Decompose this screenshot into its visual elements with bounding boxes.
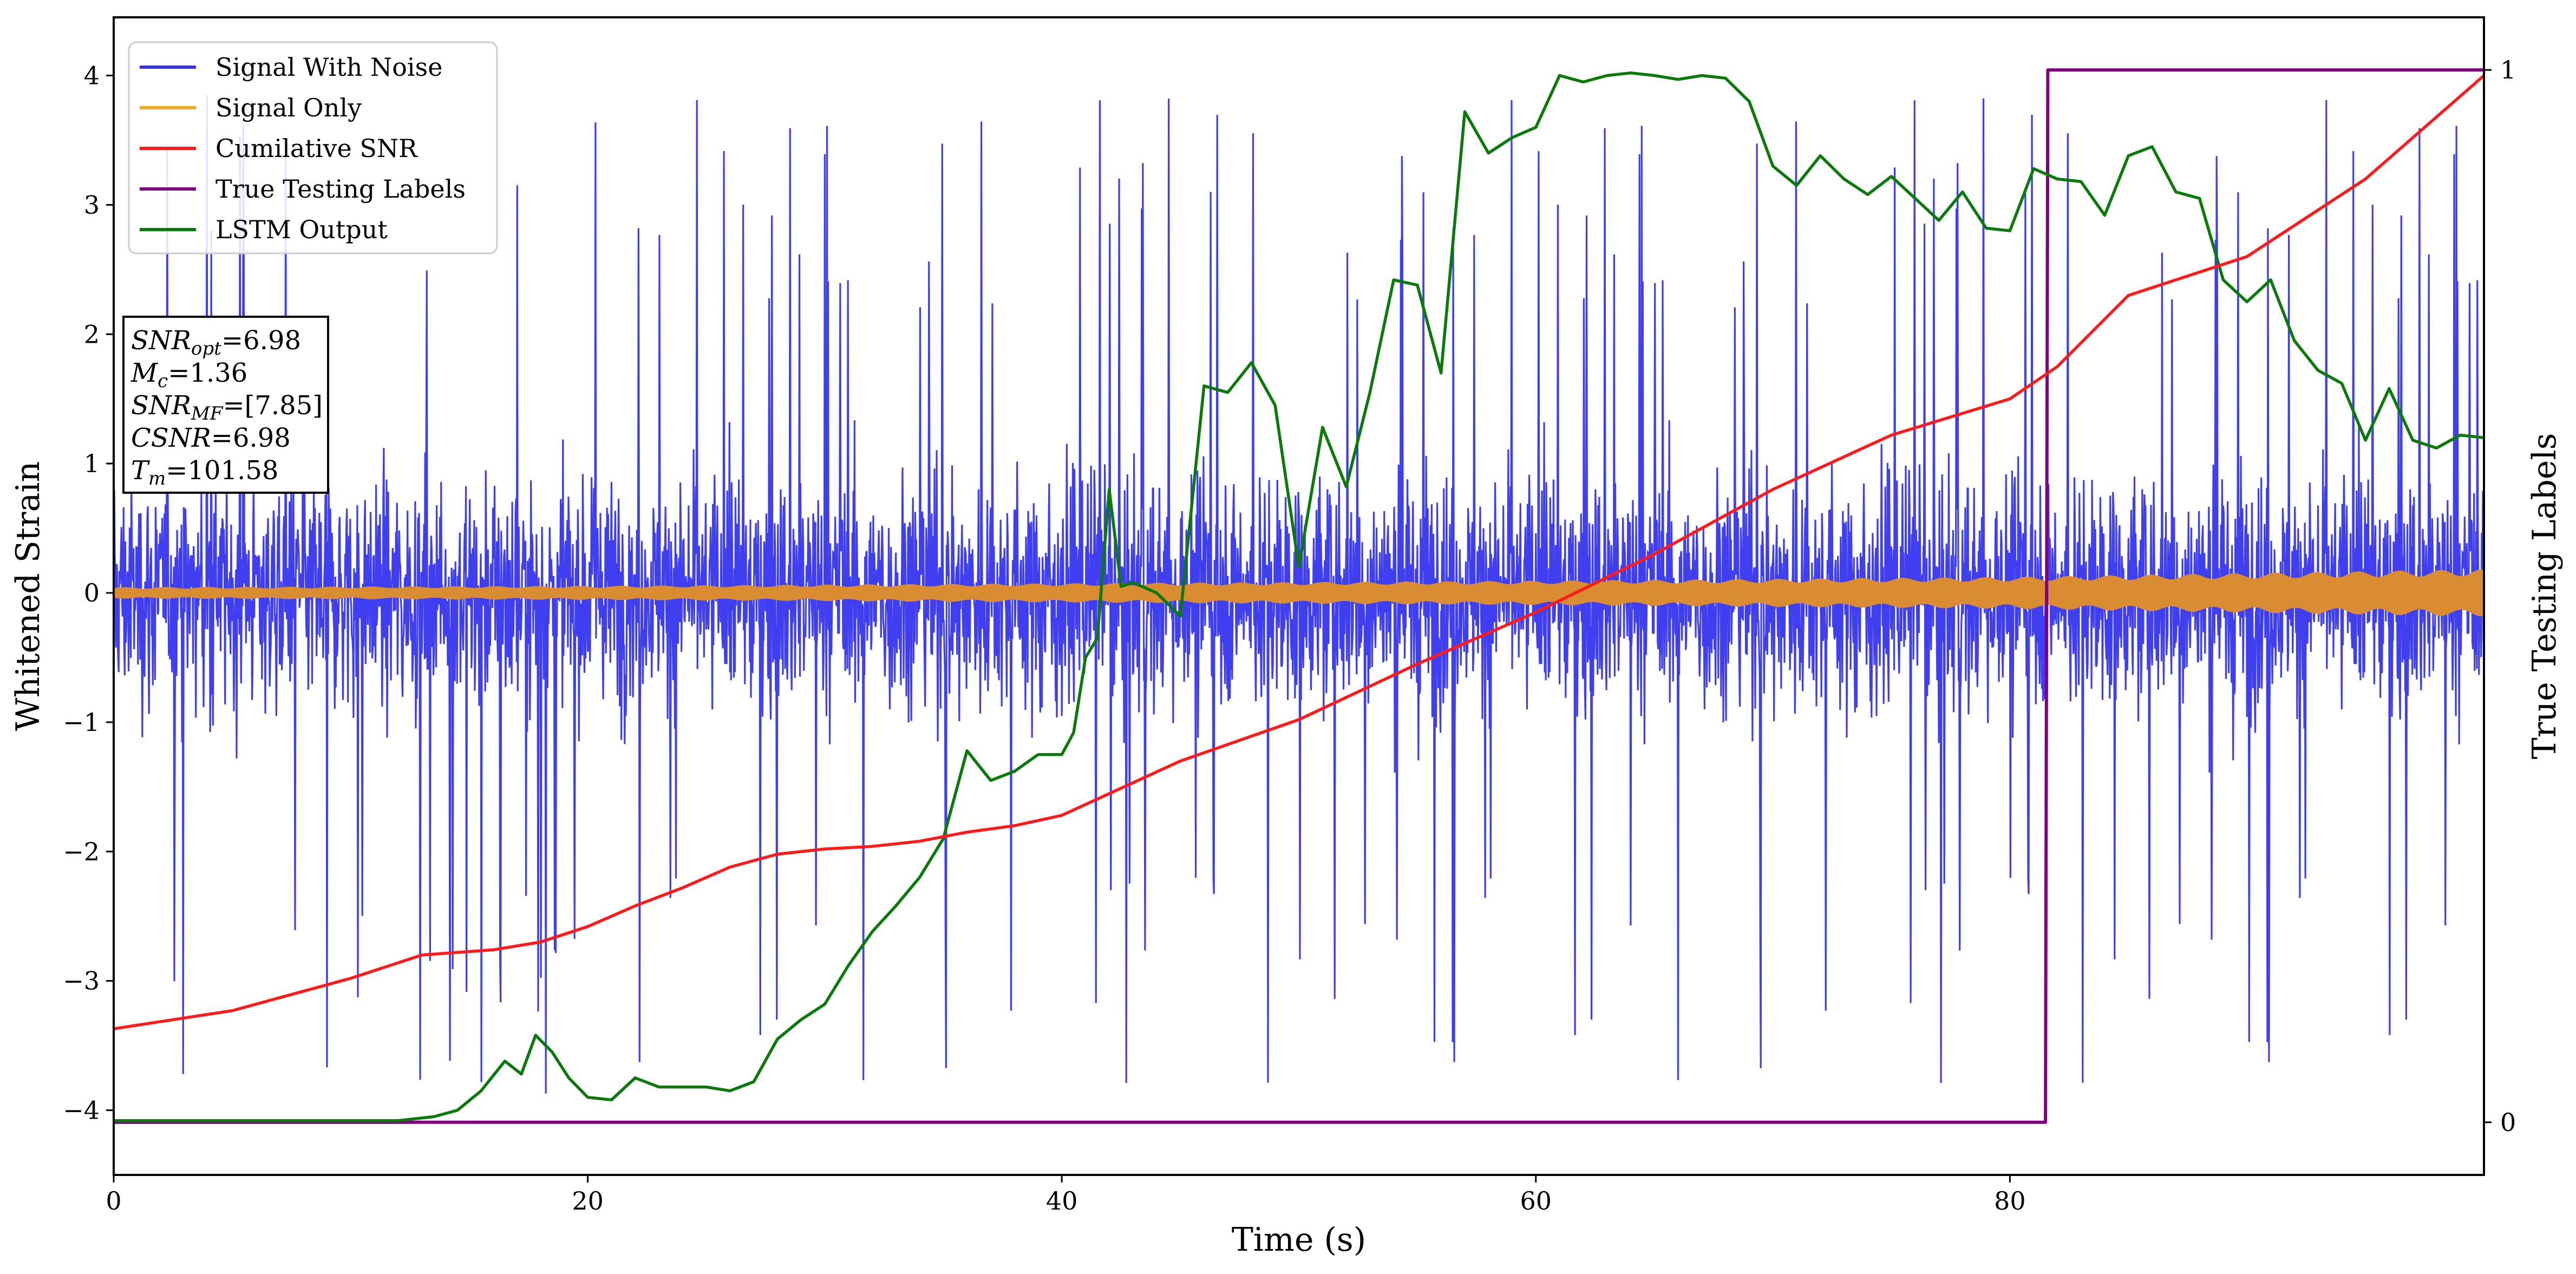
- y-axis-title: Whitened Strain: [9, 461, 47, 731]
- info-box-frame: [122, 316, 329, 494]
- legend: Signal With Noise Signal Only Cumilative S…: [128, 41, 498, 254]
- info-tm: Tm=101.58: [131, 455, 278, 489]
- line-cumulative-snr: [114, 74, 2484, 1030]
- y-tick-label: 3: [84, 190, 100, 219]
- y-tick-label: 1: [84, 449, 100, 478]
- y-tick-label: −3: [63, 966, 100, 996]
- legend-box: [128, 41, 498, 254]
- y-axis-left: −4 −3 −2 −1 0 1 2 3 4: [63, 61, 114, 1125]
- x-tick-label: 60: [1520, 1186, 1552, 1216]
- info-snr-mf: SNRMF=[7.85]: [131, 390, 323, 424]
- plot-frame: [113, 16, 2485, 1176]
- x-axis: 0 20 40 60 80: [106, 1175, 2026, 1216]
- series-signal-only: [114, 569, 2484, 617]
- y-tick-label: 0: [84, 578, 100, 607]
- legend-label-signal-with-noise: Signal With Noise: [215, 53, 442, 82]
- y-tick-label: −4: [63, 1096, 100, 1125]
- x-tick-label: 20: [572, 1186, 604, 1216]
- band-signal-only: [114, 569, 2484, 617]
- x-tick-label: 0: [106, 1186, 121, 1216]
- plot-area: [114, 68, 2484, 1124]
- series-cumulative-snr: [114, 74, 2484, 1030]
- y-tick-label: −2: [63, 837, 100, 866]
- legend-label-true-testing-labels: True Testing Labels: [215, 174, 466, 204]
- line-lstm-output: [114, 71, 2484, 1122]
- info-csnr: CSNR=6.98: [131, 423, 291, 453]
- x-axis-title: Time (s): [1232, 1221, 1366, 1259]
- x-tick-label: 80: [1994, 1186, 2026, 1216]
- y-tick-label: 4: [84, 61, 100, 90]
- y-right-tick-label: 1: [2500, 55, 2516, 84]
- y-tick-label: −1: [63, 708, 100, 737]
- legend-label-lstm-output: LSTM Output: [215, 215, 388, 244]
- y-axis-right-title: True Testing Labels: [2526, 433, 2564, 760]
- y-right-tick-label: 0: [2500, 1108, 2516, 1137]
- series-lstm-output: [114, 71, 2484, 1122]
- info-box: SNRopt=6.98 Mc=1.36 SNRMF=[7.85] CSNR=6.…: [122, 316, 329, 494]
- info-mc: Mc=1.36: [130, 358, 247, 392]
- line-true-testing-labels: [114, 68, 2484, 1124]
- y-axis-right: 01: [2484, 55, 2516, 1137]
- series-true-testing-labels: [114, 68, 2484, 1124]
- legend-label-cumilative-snr: Cumilative SNR: [215, 134, 418, 163]
- y-tick-label: 2: [84, 319, 100, 349]
- legend-label-signal-only: Signal Only: [215, 93, 362, 122]
- info-snr-opt: SNRopt=6.98: [131, 325, 301, 360]
- x-tick-label: 40: [1046, 1186, 1078, 1216]
